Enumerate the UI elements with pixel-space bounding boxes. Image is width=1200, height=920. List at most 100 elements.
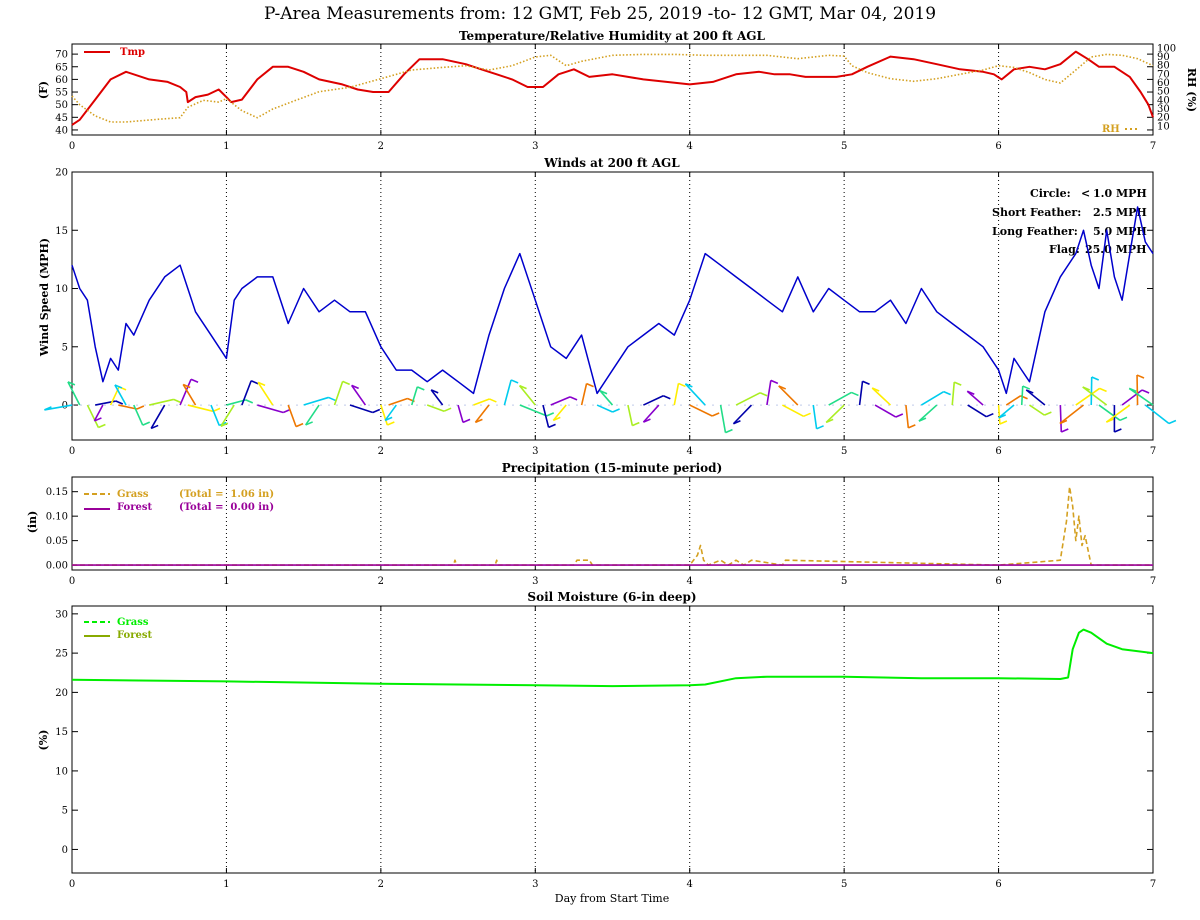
wind-barb-feather — [678, 382, 686, 388]
wind-barb — [503, 379, 512, 406]
wind-barb-feather — [548, 423, 556, 429]
wind-barb — [1082, 386, 1108, 406]
x-tick-label-4: 4 — [687, 879, 693, 890]
x-tick-label-0: 0 — [69, 141, 75, 152]
y-right-tick-label-10: 10 — [1157, 121, 1170, 132]
plot-frame-soil — [71, 605, 1154, 874]
wind-barb-feather — [475, 418, 483, 424]
wind-barb-feather — [114, 384, 123, 389]
wind-barb — [874, 404, 897, 418]
y-right-tick-label-20: 20 — [1157, 113, 1170, 124]
y-tick-label-5: 5 — [62, 342, 68, 353]
wind-barb-feather — [115, 400, 124, 405]
wind-barb — [1005, 395, 1021, 406]
y-axis-label-precip: (in) — [26, 511, 39, 534]
wind-barb — [388, 397, 408, 406]
x-tick-label-2: 2 — [378, 141, 384, 152]
wind-barb — [550, 396, 571, 406]
x-tick-label-7: 7 — [1150, 576, 1156, 587]
legend-total-grass-precip: (Total = 1.06 in) — [179, 489, 274, 500]
y-tick-label-0.00: 0.00 — [46, 561, 68, 572]
wind-barb — [44, 404, 73, 411]
wind-barb-feather — [943, 390, 951, 396]
wind-barb-feather — [328, 396, 336, 402]
x-tick-label-3: 3 — [532, 879, 538, 890]
legend-total-forest-precip: (Total = 0.00 in) — [179, 502, 274, 513]
wind-barb-feather — [462, 418, 471, 424]
wind-barb-feather — [489, 398, 497, 403]
wind-barb-feather — [372, 408, 381, 414]
legend-label-forest-precip: Forest — [117, 502, 152, 513]
legend-label-grass-precip: Grass — [117, 489, 149, 500]
y-axis-label-temp: (F) — [37, 81, 50, 99]
wind-barb-feather — [1114, 428, 1122, 433]
wind-barb — [828, 391, 852, 406]
wind-barb-feather — [908, 424, 916, 429]
wind-barb — [552, 404, 567, 421]
wind-barb — [457, 404, 464, 423]
y-right-tick-label-50: 50 — [1157, 87, 1170, 98]
wind-barb — [380, 404, 389, 426]
x-tick-label-5: 5 — [841, 141, 847, 152]
wind-barb — [333, 381, 344, 406]
wind-barb — [303, 396, 329, 406]
wind-barb-feather — [1044, 411, 1052, 416]
wind-barb — [257, 404, 284, 414]
y-tick-label-10: 10 — [55, 284, 68, 295]
y-tick-label-40: 40 — [55, 125, 68, 136]
wind-barb-feather — [1168, 419, 1177, 425]
wind-barb-feather — [1060, 428, 1069, 433]
y-tick-label-5: 5 — [62, 806, 68, 817]
panel-temperature-rh: Temperature/Relative Humidity at 200 ft … — [37, 29, 1198, 136]
y-tick-label-0: 0 — [62, 845, 68, 856]
wind-legend-short-value: 2.5 MPH — [1093, 206, 1147, 219]
wind-barb-feather — [173, 398, 181, 404]
wind-barb — [778, 385, 799, 406]
x-tick-label-7: 7 — [1150, 141, 1156, 152]
x-tick-label-4: 4 — [687, 141, 693, 152]
wind-barb-feather — [150, 424, 159, 430]
legend-label-tmp: Tmp — [120, 47, 145, 58]
wind-barb-feather — [825, 418, 834, 424]
wind-barb — [825, 404, 845, 423]
wind-barb — [133, 404, 144, 426]
wind-barb-feather — [182, 383, 191, 389]
wind-barb — [812, 404, 818, 429]
wind-barb — [1136, 375, 1139, 406]
wind-barb — [997, 404, 1001, 425]
x-tick-label-1: 1 — [223, 446, 229, 457]
wind-barb-feather — [257, 381, 266, 387]
legend-label-forest-soil: Forest — [117, 630, 152, 641]
wind-barb-feather — [770, 379, 779, 385]
wind-barb-feather — [918, 417, 927, 422]
wind-barb — [350, 384, 367, 406]
x-tick-label-6: 6 — [995, 576, 1001, 587]
wind-barb — [179, 378, 192, 406]
wind-barb-feather — [1082, 386, 1091, 391]
wind-barb-feather — [1119, 416, 1128, 422]
wind-barb — [642, 404, 660, 423]
wind-barb-feather — [342, 380, 350, 386]
wind-barb — [918, 404, 938, 422]
wind-barb-feather — [295, 422, 304, 428]
main-title: P-Area Measurements from: 12 GMT, Feb 25… — [264, 4, 936, 24]
y-tick-label-0.05: 0.05 — [46, 536, 68, 547]
y-tick-label-10: 10 — [55, 766, 68, 777]
x-tick-label-6: 6 — [995, 446, 1001, 457]
x-tick-label-4: 4 — [687, 576, 693, 587]
wind-barb — [473, 398, 490, 406]
wind-barb-feather — [305, 421, 313, 426]
y-tick-label-65: 65 — [55, 62, 68, 73]
wind-barb — [410, 386, 419, 406]
legend-label-rh: RH — [1102, 124, 1120, 135]
wind-barb-feather — [67, 381, 76, 386]
x-tick-label-1: 1 — [223, 879, 229, 890]
wind-barb — [732, 404, 753, 425]
wind-barb-feather — [599, 389, 608, 395]
wind-barb-feather — [569, 396, 578, 401]
wind-barb — [114, 384, 127, 406]
y-right-tick-label-60: 60 — [1157, 78, 1170, 89]
wind-barb — [518, 385, 536, 406]
series-line-rh — [71, 53, 1154, 123]
